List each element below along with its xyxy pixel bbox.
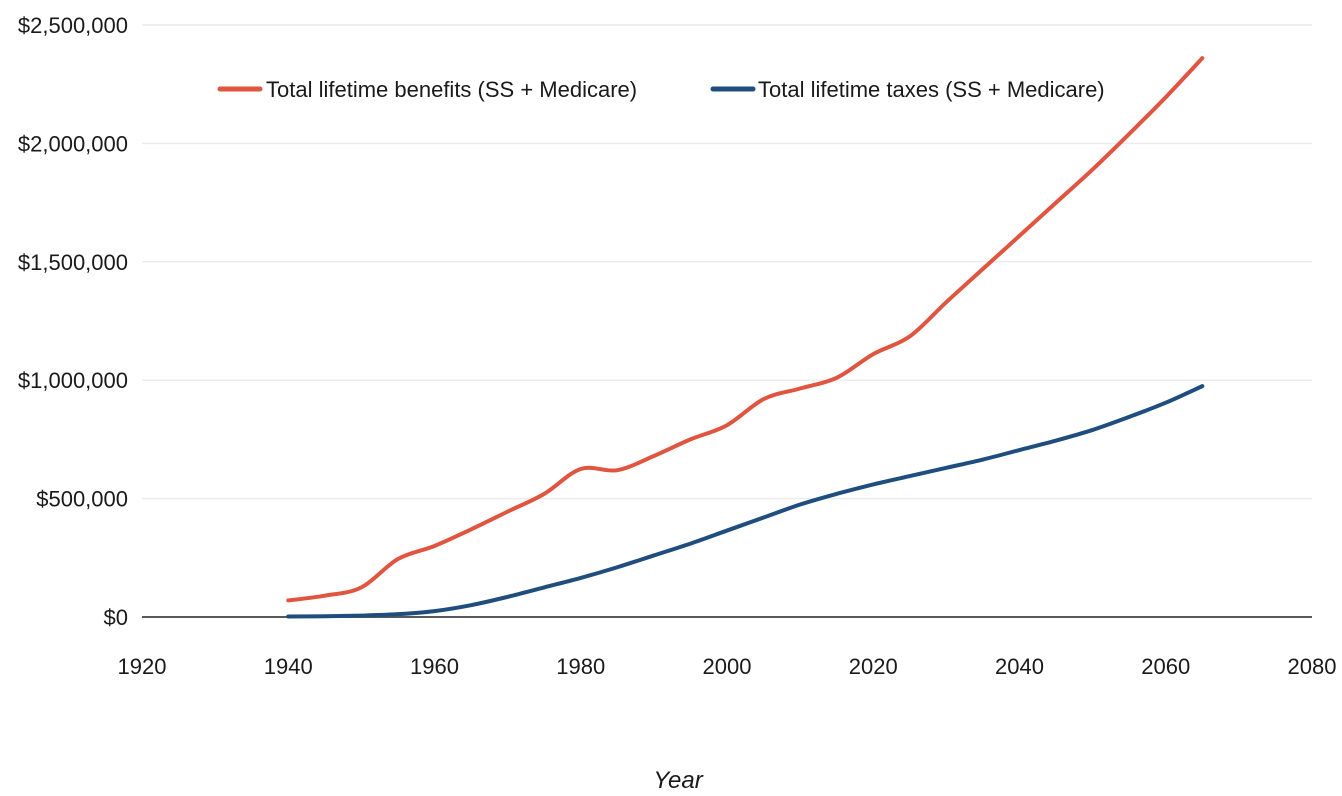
x-tick-label: 2020 [849, 654, 898, 679]
legend-label-benefits: Total lifetime benefits (SS + Medicare) [266, 77, 637, 102]
x-tick-label: 1940 [264, 654, 313, 679]
x-tick-label: 1960 [410, 654, 459, 679]
x-tick-label: 1980 [556, 654, 605, 679]
x-tick-label: 2080 [1288, 654, 1337, 679]
y-tick-label: $2,500,000 [18, 13, 128, 38]
y-tick-label: $500,000 [36, 487, 128, 512]
x-tick-label: 2000 [703, 654, 752, 679]
y-tick-label: $1,000,000 [18, 368, 128, 393]
y-tick-label: $0 [104, 605, 128, 630]
y-tick-label: $2,000,000 [18, 131, 128, 156]
series-line-benefits [286, 56, 1205, 603]
legend-item-benefits: Total lifetime benefits (SS + Medicare) [217, 77, 637, 102]
legend-label-taxes: Total lifetime taxes (SS + Medicare) [758, 77, 1105, 102]
x-axis-title: Year [653, 767, 703, 794]
x-tick-label: 1920 [118, 654, 167, 679]
axes: $0 $500,000 $1,000,000 $1,500,000 $2,000,000… [18, 13, 1337, 679]
legend: Total lifetime benefits (SS + Medicare) T… [217, 77, 1105, 102]
y-tick-label: $1,500,000 [18, 250, 128, 275]
series-line-taxes [286, 384, 1205, 619]
x-tick-label: 2040 [995, 654, 1044, 679]
series-lines [286, 56, 1205, 619]
legend-item-taxes: Total lifetime taxes (SS + Medicare) [710, 77, 1105, 102]
x-tick-label: 2060 [1141, 654, 1190, 679]
